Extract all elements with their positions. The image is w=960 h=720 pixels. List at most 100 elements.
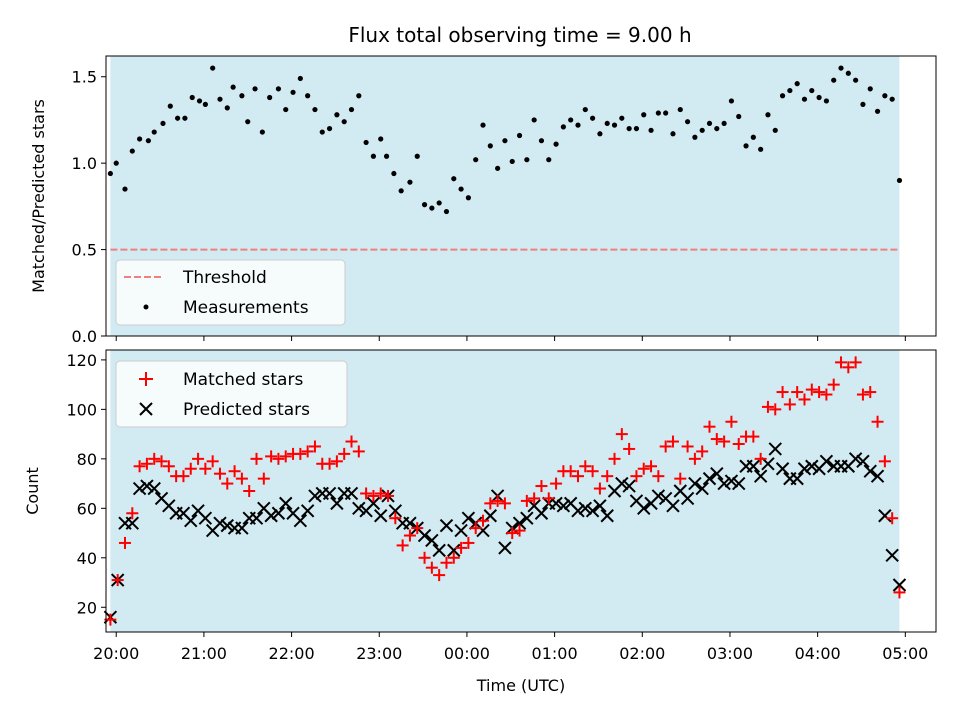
- bottom-x-tick-label: 03:00: [707, 644, 753, 663]
- bottom-x-tick-label: 01:00: [532, 644, 578, 663]
- matched-star-point: [710, 433, 723, 446]
- predicted-star-point: [132, 481, 147, 496]
- matched-star-point: [703, 420, 716, 433]
- matched-star-point: [623, 442, 636, 455]
- measurement-point: [297, 75, 303, 82]
- measurement-point: [728, 98, 735, 104]
- measurement-point: [633, 125, 640, 132]
- matched-star-point: [345, 435, 358, 448]
- predicted-star-point: [710, 466, 724, 481]
- predicted-star-point: [768, 442, 782, 456]
- predicted-x-stroke: [176, 506, 191, 520]
- measurement-point: [524, 157, 530, 163]
- measurement-point: [582, 106, 588, 113]
- measurement-point: [896, 177, 903, 184]
- predicted-x-stroke: [746, 459, 761, 473]
- predicted-star-point: [666, 499, 680, 513]
- predicted-star-point: [593, 499, 607, 513]
- measurement-point: [334, 112, 340, 118]
- measurement-point: [473, 157, 479, 163]
- matched-star-point: [477, 514, 490, 527]
- measurement-point: [175, 115, 181, 121]
- measurement-point: [421, 202, 428, 208]
- predicted-x-stroke: [154, 491, 169, 506]
- bottom-legend-frame: [115, 360, 348, 428]
- bottom-x-axis: 20:00 21:00 22:00 23:00 00:00 01:00 02:00 03:00…: [93, 632, 928, 663]
- matched-star-point: [440, 556, 453, 569]
- matched-star-point: [864, 386, 877, 399]
- matched-star-point: [265, 450, 278, 463]
- predicted-x-stroke: [695, 481, 709, 496]
- top-legend-frame: [115, 259, 346, 326]
- bottom-legend: Matched stars Predicted stars: [115, 360, 348, 428]
- measurement-point: [398, 188, 404, 194]
- matched-star-point: [542, 492, 555, 505]
- predicted-star-point: [805, 459, 819, 473]
- predicted-x-stroke: [856, 454, 870, 469]
- measurement-point: [202, 101, 208, 107]
- measurement-point: [145, 138, 151, 144]
- measurement-point: [619, 115, 625, 121]
- predicted-x-stroke: [293, 513, 308, 528]
- measurement-point: [553, 141, 559, 147]
- bottom-y-tick-label: 20: [77, 598, 97, 617]
- predicted-x-stroke: [213, 516, 227, 530]
- predicted-x-stroke: [264, 509, 278, 523]
- predicted-x-stroke: [724, 474, 739, 488]
- predicted-x-stroke: [600, 509, 614, 523]
- matched-star-point: [754, 452, 767, 465]
- measurement-point: [182, 115, 188, 121]
- predicted-x-stroke: [571, 504, 585, 518]
- predicted-star-point: [578, 501, 593, 516]
- measurement-point: [838, 65, 844, 71]
- predicted-x-stroke: [352, 501, 366, 516]
- predicted-star-point: [724, 474, 739, 488]
- measurement-point: [655, 110, 661, 116]
- predicted-star-point: [322, 486, 337, 501]
- predicted-x-stroke: [775, 462, 790, 476]
- bottom-x-tick-label: 23:00: [356, 644, 402, 663]
- top-y-axis-label: Matched/Predicted stars: [29, 99, 48, 293]
- predicted-star-point: [147, 481, 161, 496]
- predicted-star-point: [264, 509, 278, 523]
- matched-star-point: [579, 460, 592, 473]
- measurement-point: [845, 70, 851, 76]
- measurement-point: [167, 103, 173, 109]
- measurement-point: [736, 113, 742, 120]
- predicted-x-stroke: [439, 518, 454, 533]
- predicted-star-point: [213, 516, 227, 530]
- predicted-star-point: [702, 471, 717, 486]
- measurement-point: [568, 117, 574, 123]
- predicted-x-stroke: [585, 504, 600, 518]
- matched-star-point: [725, 415, 738, 428]
- matched-star-point: [294, 447, 307, 460]
- measurement-point: [312, 106, 318, 113]
- predicted-star-point: [797, 462, 812, 476]
- matched-star-point: [221, 477, 234, 490]
- measurement-point: [721, 120, 727, 127]
- measurement-point: [867, 86, 873, 92]
- legend-matched-label: Matched stars: [183, 370, 303, 390]
- matched-star-point: [213, 467, 226, 480]
- predicted-x-stroke: [534, 506, 549, 520]
- predicted-x-stroke: [147, 481, 161, 496]
- measurement-point: [538, 138, 545, 144]
- matched-star-point: [206, 455, 219, 468]
- predicted-x-stroke: [593, 499, 607, 513]
- matched-star-point: [550, 477, 563, 490]
- predicted-star-point: [249, 511, 264, 525]
- predicted-x-stroke: [476, 523, 490, 538]
- predicted-x-stroke: [388, 504, 403, 518]
- matched-star-point: [652, 470, 665, 483]
- matched-star-point: [257, 472, 270, 485]
- matched-star-point: [659, 440, 672, 453]
- matched-star-point: [769, 403, 782, 416]
- predicted-x-stroke: [344, 486, 359, 501]
- matched-star-point: [732, 438, 745, 450]
- matched-star-point: [571, 470, 584, 483]
- matched-star-point: [155, 455, 168, 468]
- predicted-x-stroke: [790, 471, 804, 486]
- predicted-star-point: [520, 511, 534, 525]
- predicted-star-point: [476, 523, 490, 538]
- predicted-x-stroke: [162, 499, 176, 513]
